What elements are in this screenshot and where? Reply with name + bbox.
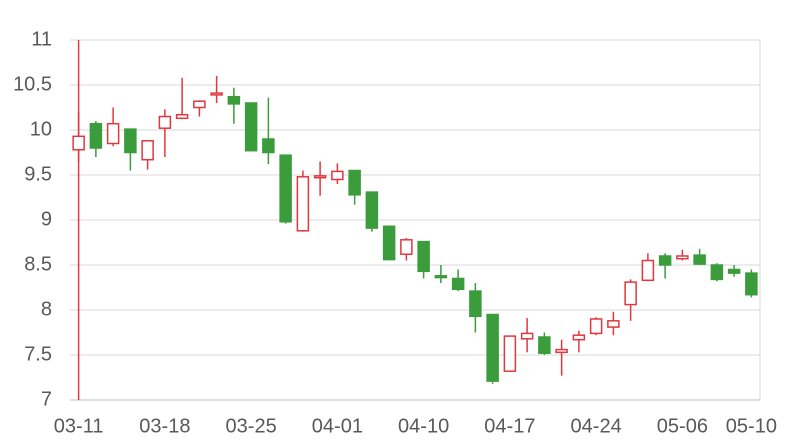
- candle-body: [313, 175, 327, 179]
- candle-body: [262, 138, 275, 154]
- y-tick-label: 10: [30, 118, 52, 140]
- x-tick-label: 04-24: [571, 415, 622, 437]
- x-tick-label: 04-01: [312, 415, 363, 437]
- x-tick-label: 03-25: [226, 415, 277, 437]
- candle-body: [658, 255, 672, 266]
- candle-body: [279, 154, 292, 223]
- candle-body: [727, 268, 741, 274]
- candle-body: [106, 122, 120, 145]
- candle-body: [89, 122, 103, 149]
- candle-body: [244, 102, 258, 152]
- candle-body: [589, 318, 603, 335]
- y-tick-label: 8.5: [24, 253, 52, 275]
- x-tick-label: 04-17: [484, 415, 535, 437]
- candle-body: [175, 113, 189, 120]
- candle-body: [520, 332, 534, 340]
- candle-body: [693, 254, 706, 265]
- candle-body: [158, 115, 172, 129]
- y-tick-label: 7.5: [24, 343, 52, 365]
- x-tick-label: 05-06: [657, 415, 708, 437]
- y-tick-label: 9: [41, 208, 52, 230]
- candle-body: [193, 100, 206, 109]
- candle-body: [624, 281, 637, 306]
- x-tick-label: 04-10: [398, 415, 449, 437]
- candle-body: [227, 95, 241, 105]
- y-tick-label: 8: [41, 298, 52, 320]
- candle-body: [417, 240, 430, 273]
- candle-body: [572, 334, 586, 341]
- candle-body: [72, 135, 85, 151]
- candle-body: [676, 255, 689, 260]
- candle-body: [382, 225, 396, 261]
- candle-body: [745, 272, 758, 296]
- candle-body: [348, 169, 361, 196]
- candle-body: [210, 92, 223, 96]
- candle-body: [400, 239, 413, 255]
- candle-body: [469, 290, 482, 318]
- y-tick-label: 7: [41, 388, 52, 410]
- candle-body: [434, 275, 448, 279]
- candle-body: [451, 277, 465, 291]
- x-tick-label: 05-10: [726, 415, 777, 437]
- candle-body: [331, 170, 344, 181]
- x-tick-label: 03-11: [54, 415, 104, 437]
- y-tick-label: 10.5: [13, 73, 52, 95]
- x-tick-label: 03-18: [139, 415, 190, 437]
- candle-body: [503, 335, 517, 372]
- candle-body: [538, 336, 551, 354]
- candle-body: [486, 313, 499, 382]
- candle-body: [124, 128, 137, 154]
- candle-body: [296, 176, 310, 232]
- candle-body: [365, 191, 379, 229]
- candle-body: [641, 259, 655, 282]
- candle-body: [141, 140, 154, 161]
- candle-body: [710, 264, 724, 281]
- candle-body: [607, 320, 620, 328]
- y-tick-label: 9.5: [24, 163, 52, 185]
- candle-body: [555, 348, 568, 354]
- y-tick-label: 11: [31, 28, 52, 50]
